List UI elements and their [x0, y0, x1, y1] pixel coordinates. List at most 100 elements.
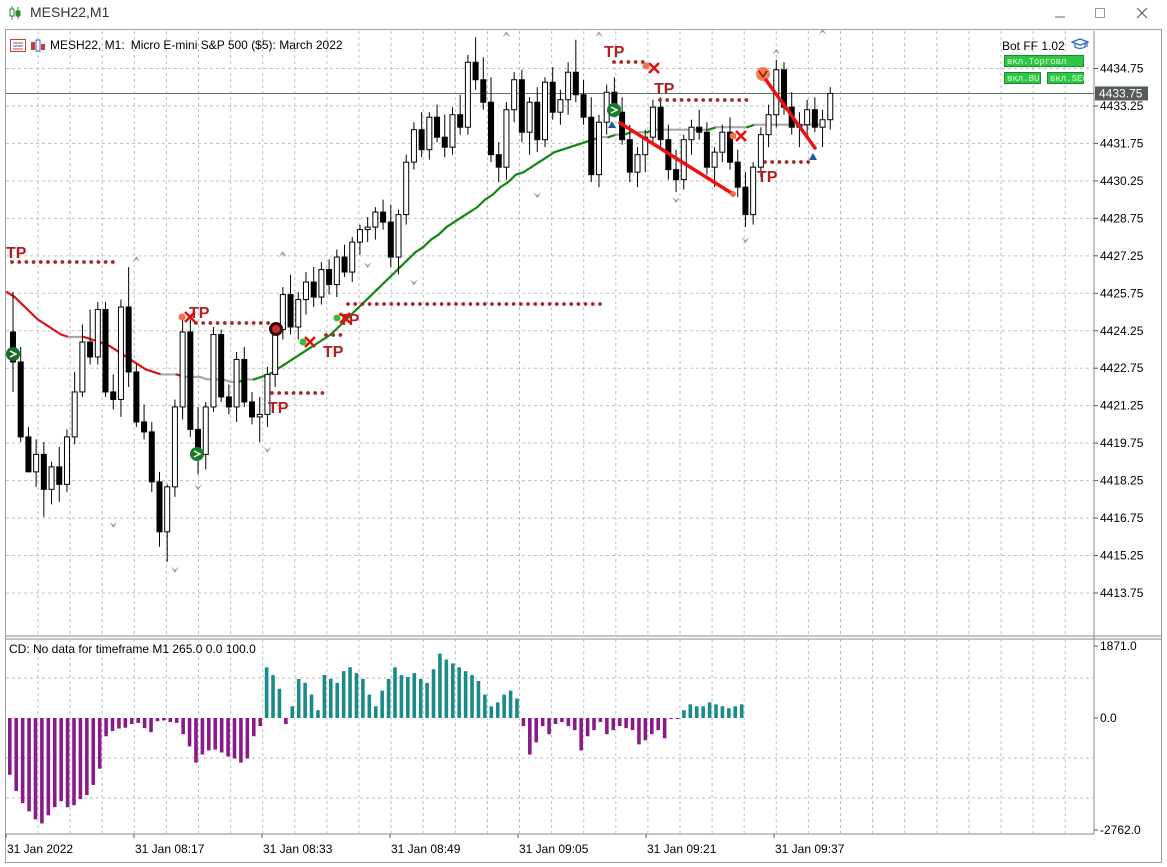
ma-segment [144, 368, 155, 374]
histogram-bar [656, 718, 661, 731]
histogram-bar [207, 718, 211, 751]
ma-segment [530, 161, 541, 169]
tp-level-dot [547, 302, 552, 306]
ma-segment [553, 148, 564, 154]
tp-level-dot [701, 98, 706, 102]
ma-segment [537, 156, 548, 164]
ma-segment [44, 323, 55, 331]
ma-segment [514, 171, 525, 176]
entry-dot [729, 132, 737, 140]
candle-body [727, 131, 734, 163]
candle-body [680, 139, 687, 181]
candle-body [457, 114, 464, 128]
fractal-arrow [109, 521, 118, 528]
ma-segment [152, 370, 163, 376]
entry-dot [642, 62, 650, 70]
signal-marker [756, 67, 770, 81]
tp-level-dot [82, 260, 86, 264]
histogram-bar [547, 718, 551, 735]
histogram-bar [572, 718, 577, 731]
tp-level-dot [490, 302, 494, 306]
tp-level-dot [46, 260, 50, 264]
tp-label: TP [654, 81, 675, 98]
time-axis-label: 31 Jan 09:37 [775, 842, 845, 856]
candle-body [272, 329, 279, 375]
candle-body [148, 431, 155, 483]
histogram-bar [97, 718, 102, 769]
minimize-button[interactable] [1040, 1, 1080, 25]
tp-level-dot [784, 160, 789, 164]
histogram-bar [643, 718, 648, 741]
histogram-bar [187, 718, 192, 747]
candle-body [302, 281, 309, 301]
maximize-button[interactable] [1080, 1, 1120, 25]
title-bar: MESH22,M1 [0, 0, 1167, 26]
histogram-bar [20, 718, 25, 804]
histogram-bar [727, 708, 731, 718]
candle-body [534, 101, 541, 141]
ma-segment [422, 238, 433, 249]
fractal-arrow [170, 566, 179, 573]
candle-body [241, 358, 248, 403]
fractal-arrow [533, 192, 542, 199]
tp-level-dot [338, 333, 343, 337]
price-axis-label: 4415.25 [1100, 549, 1144, 563]
histogram-bar [707, 702, 712, 718]
candle-body [557, 99, 564, 113]
buy-arrow [608, 121, 616, 128]
histogram-bar [438, 653, 442, 718]
candle-body [326, 269, 333, 286]
histogram-bar [476, 680, 481, 718]
histogram-bar [78, 718, 83, 800]
ma-segment [59, 333, 70, 339]
histogram-bar [316, 710, 320, 718]
signal-marker-arrow [610, 106, 619, 114]
chart-type-icon[interactable] [30, 39, 46, 52]
tp-level-dot [277, 391, 282, 395]
trade-overlays: TPTPTPTPTPTPTPTP [6, 28, 827, 573]
tp-level-dot [518, 302, 523, 306]
close-button[interactable] [1122, 1, 1162, 25]
symbol-list-icon[interactable] [10, 38, 26, 52]
candle-body [441, 136, 448, 148]
candle-body [703, 131, 710, 168]
fractal-arrow [594, 31, 603, 38]
histogram-bar [33, 718, 38, 820]
signal-marker [190, 447, 204, 461]
ma-segment [568, 143, 579, 149]
trend-line [618, 121, 735, 196]
candle-body [488, 101, 495, 156]
candle-body [518, 79, 525, 133]
fractal-arrow [194, 484, 203, 491]
tp-level-dot [806, 160, 811, 164]
buy-toggle-button[interactable]: вкл.BU [1004, 72, 1041, 84]
histogram-bar [444, 659, 449, 718]
histogram-bar [393, 667, 397, 718]
ma-segment [29, 310, 39, 321]
trade-toggle-button[interactable]: вкл.Торговл [1004, 55, 1084, 67]
signal-marker-arrow [9, 350, 18, 358]
fractal-arrow [409, 279, 418, 286]
ma-segment [383, 273, 394, 284]
histogram-bar [553, 718, 558, 725]
price-axis-label: 4418.25 [1100, 474, 1144, 488]
signal-marker [6, 347, 20, 361]
histogram-bar [579, 718, 583, 751]
tp-level-dot [540, 302, 545, 306]
histogram-bar [348, 667, 352, 718]
candle-body [649, 106, 656, 138]
tp-level-dot [665, 98, 670, 102]
candle-body [25, 436, 32, 473]
sell-toggle-button[interactable]: вкл.SEL [1047, 72, 1088, 84]
ma-segment [252, 375, 263, 381]
ma-segment [429, 233, 440, 241]
tp-level-dot [410, 302, 415, 306]
candle-body [110, 391, 117, 400]
ma-segment [491, 186, 502, 196]
tp-level-dot [708, 98, 713, 102]
histogram-bar [412, 673, 417, 718]
tp-level-dot [291, 391, 296, 395]
maximize-icon [1095, 8, 1105, 18]
tp-level-dot [454, 302, 458, 306]
